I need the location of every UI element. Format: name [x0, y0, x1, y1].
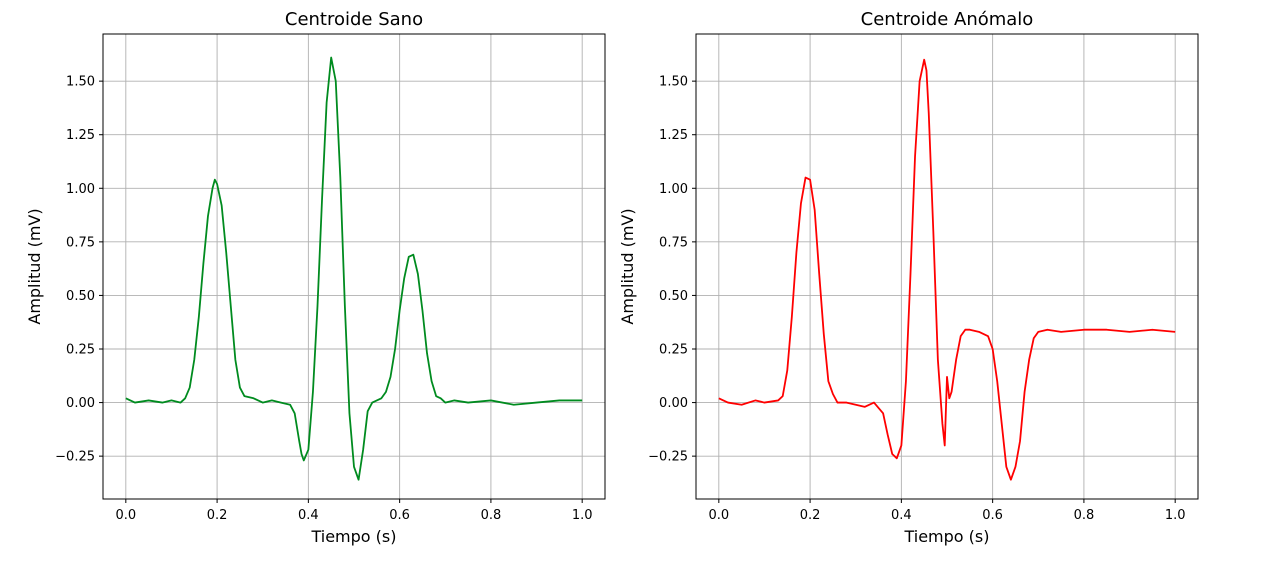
x-tick-label: 0.6 — [389, 508, 410, 523]
x-axis-label: Tiempo (s) — [903, 527, 989, 546]
y-tick-label: 0.25 — [66, 343, 95, 358]
y-tick-label: 0.50 — [659, 289, 688, 304]
y-tick-label: 0.75 — [659, 235, 688, 250]
y-axis-label: Amplitud (mV) — [25, 208, 44, 324]
y-tick-label: 1.25 — [66, 128, 95, 143]
x-axis-label: Tiempo (s) — [310, 527, 396, 546]
x-tick-label: 0.8 — [1074, 508, 1095, 523]
y-tick-label: −0.25 — [648, 450, 688, 465]
y-tick-label: 1.50 — [66, 75, 95, 90]
y-tick-label: 1.00 — [659, 182, 688, 197]
y-tick-label: 1.50 — [659, 75, 688, 90]
chart-centroide-anomalo: 0.0 0.2 0.4 0.6 0.8 1.0 −0.25 0.00 0.25 0.50 0.75 1… — [618, 9, 1199, 546]
x-tick-label: 0.4 — [298, 508, 319, 523]
y-tick-label: 0.75 — [66, 235, 95, 250]
y-tick-label: −0.25 — [55, 450, 95, 465]
x-tick-label: 1.0 — [1165, 508, 1186, 523]
x-tick-label: 0.2 — [207, 508, 228, 523]
y-tick-label: 0.25 — [659, 343, 688, 358]
x-tick-label: 0.4 — [891, 508, 912, 523]
x-tick-label: 0.6 — [982, 508, 1003, 523]
series-line — [125, 56, 583, 481]
x-tick-label: 1.0 — [572, 508, 593, 523]
chart-title: Centroide Anómalo — [861, 9, 1034, 30]
y-tick-label: 0.00 — [66, 396, 95, 411]
x-tick-label: 0.8 — [481, 508, 502, 523]
plot-frame — [102, 33, 606, 500]
y-tick-label: 1.00 — [66, 182, 95, 197]
x-tick-label: 0.2 — [800, 508, 821, 523]
chart-title: Centroide Sano — [285, 9, 423, 30]
chart-centroide-sano: 0.0 0.2 0.4 0.6 0.8 1.0 −0.25 0.00 0.25 0.50 0.75 1… — [25, 9, 606, 546]
y-tick-label: 0.50 — [66, 289, 95, 304]
y-tick-label: 1.25 — [659, 128, 688, 143]
plot-frame — [695, 33, 1199, 500]
x-tick-label: 0.0 — [708, 508, 729, 523]
y-tick-label: 0.00 — [659, 396, 688, 411]
series-line — [718, 58, 1176, 481]
y-axis-label: Amplitud (mV) — [618, 208, 637, 324]
x-tick-label: 0.0 — [115, 508, 136, 523]
